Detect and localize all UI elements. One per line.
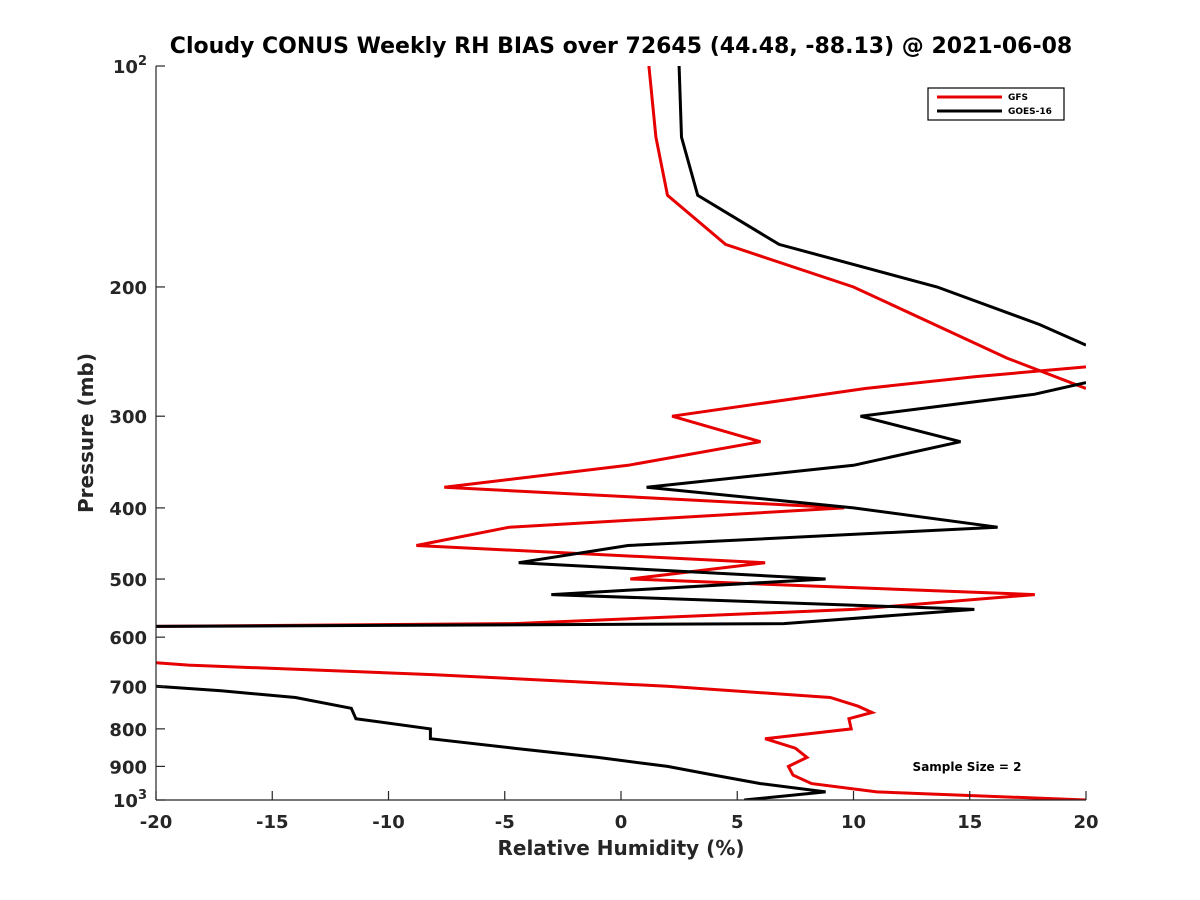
legend-label-gfs: GFS bbox=[1008, 93, 1028, 103]
y-tick-label: 800 bbox=[109, 720, 147, 741]
y-tick-label: 103 bbox=[113, 788, 147, 812]
y-tick-label: 600 bbox=[109, 628, 147, 649]
y-tick-label: 102 bbox=[113, 54, 147, 78]
x-tick-label: 5 bbox=[731, 812, 744, 833]
series-line-goes-16-segment-3 bbox=[156, 684, 826, 800]
x-tick-label: 20 bbox=[1073, 812, 1098, 833]
legend: GFS GOES-16 bbox=[927, 87, 1065, 121]
legend-label-goes-16: GOES-16 bbox=[1008, 107, 1052, 117]
chart-title: Cloudy CONUS Weekly RH BIAS over 72645 (… bbox=[170, 34, 1072, 59]
y-tick-label: 500 bbox=[109, 570, 147, 591]
series-line-gfs-segment-1 bbox=[647, 66, 1086, 390]
x-tick-label: -10 bbox=[372, 812, 405, 833]
y-tick-label: 900 bbox=[109, 757, 147, 778]
y-tick-label: 200 bbox=[109, 278, 147, 299]
axes: -20 -15 -10 -5 0 5 10 15 20 102 200 300 400 500 600 700… bbox=[109, 54, 1098, 833]
sample-size-annotation: Sample Size = 2 bbox=[913, 760, 1022, 774]
x-tick-label: -5 bbox=[495, 812, 515, 833]
y-tick-label: 300 bbox=[109, 407, 147, 428]
x-tick-label: -15 bbox=[256, 812, 289, 833]
x-tick-label: 10 bbox=[841, 812, 866, 833]
x-tick-label: 15 bbox=[957, 812, 982, 833]
plot-area bbox=[156, 66, 1086, 800]
series-line-gfs-segment-2 bbox=[156, 365, 1086, 628]
series-line-goes-16-segment-2 bbox=[156, 381, 1086, 628]
y-axis-title: Pressure (mb) bbox=[74, 353, 98, 513]
legend-box bbox=[927, 87, 1065, 121]
x-tick-label: 0 bbox=[615, 812, 628, 833]
series-line-gfs-segment-3 bbox=[156, 661, 1086, 800]
y-tick-label: 400 bbox=[109, 499, 147, 520]
series-line-goes-16-segment-1 bbox=[677, 66, 1086, 347]
y-tick-label: 700 bbox=[109, 677, 147, 698]
x-tick-label: -20 bbox=[140, 812, 173, 833]
x-axis-title: Relative Humidity (%) bbox=[497, 836, 744, 860]
